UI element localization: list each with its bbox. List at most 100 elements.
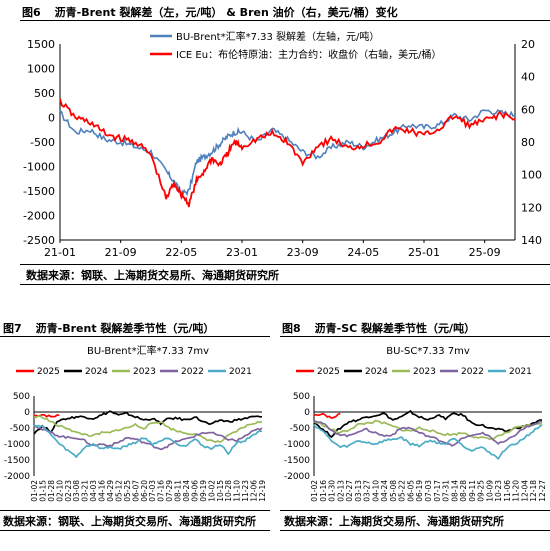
fig7-legend-label: 2021 [229,367,252,377]
fig7-title: 图7 沥青-Brent 裂解差季节性（元/吨） [3,320,214,336]
fig7-x-tick-label: 05-25 [123,480,132,502]
fig7-x-tick-label: 06-20 [140,480,149,502]
fig6-x-tick-label: 23-09 [287,246,319,259]
fig8-title-text: 沥青-SC 裂解差季节性（元/吨） [314,322,476,335]
fig8-y-tick-label: -1000 [284,440,310,450]
fig7-x-tick-label: 04-16 [98,480,107,502]
fig7-chart: BU-Brent*汇率*7.33 7mv 2025 2024 2023 2022 2021… [4,344,267,502]
fig6-right-tick-label: 140 [521,234,542,247]
fig8-x-tick-label: 01-16 [319,480,328,502]
fig8-legend-label: 2024 [365,367,388,377]
fig7-series-line [33,425,263,451]
fig6-number: 图6 [22,6,41,19]
fig7-x-tick-label: 02-10 [55,480,64,502]
fig7-y-tick-label: -1500 [4,456,30,466]
fig8-x-tick-label: 04-24 [380,480,389,502]
fig6-right-tick-label: 40 [521,71,535,84]
fig7-top-rule [0,336,270,337]
fig7-x-tick-label: 01-02 [30,480,39,502]
fig8-series-line [313,409,543,439]
fig7-legend-label: 2025 [37,367,60,377]
fig8-x-tick-label: 07-03 [424,480,433,502]
fig8-legend-label: 2023 [413,367,436,377]
fig7-x-tick-label: 01-15 [38,480,47,502]
fig7-x-tick-label: 09-06 [190,480,199,502]
fig6-left-tick-label: 0 [48,112,55,125]
fig6-x-tick-label: 23-01 [226,246,258,259]
fig8-number: 图8 [282,322,301,335]
fig7-x-tick-label: 06-07 [131,480,140,502]
fig6-right-tick-label: 120 [521,201,542,214]
fig7-x-tick-label: 12-19 [258,480,267,502]
fig7-y-tick-label: -1000 [4,440,30,450]
fig7-x-tick-label: 04-29 [106,480,115,502]
fig6-left-tick-label: 500 [34,87,55,100]
fig8-x-tick-label: 01-30 [328,480,337,502]
fig8-x-tick-label: 11-20 [512,480,521,502]
fig6-x-tick-label: 22-05 [165,246,197,259]
fig8-legend-label: 2022 [461,367,484,377]
fig7-series-line [33,415,263,444]
fig6-left-tick-label: -500 [30,136,55,149]
fig7-x-tick-label: 07-16 [157,480,166,502]
fig8-bottom-rule [280,530,550,531]
fig7-x-tick-label: 07-29 [165,480,174,502]
fig8-legend-label: 2021 [509,367,532,377]
fig7-source-rule [0,510,270,511]
fig7-legend-label: 2024 [85,367,108,377]
fig6-left-tick-label: -2000 [23,210,55,223]
fig7-x-tick-label: 05-12 [114,480,123,502]
fig8-x-tick-label: 09-11 [468,480,477,502]
fig8-x-tick-label: 03-13 [354,480,363,502]
fig6-x-tick-label: 24-05 [347,246,379,259]
fig7-y-tick-label: -500 [10,424,31,434]
fig8-top-rule [280,336,550,337]
fig7-x-tick-label: 03-21 [81,480,90,502]
fig7-x-tick-label: 08-11 [174,480,183,502]
fig8-source-rule [280,510,550,511]
fig7-x-tick-label: 10-28 [224,480,233,502]
fig8-legend-label: 2025 [317,367,340,377]
fig8-series-line [313,412,341,420]
fig8-x-tick-label: 12-04 [521,480,530,502]
fig8-x-tick-label: 07-31 [442,480,451,502]
fig6-right-tick-label: 100 [521,169,542,182]
fig7-x-tick-label: 11-10 [233,480,242,502]
fig6-title: 图6 沥青-Brent 裂解差（左，元/吨） & Bren 油价（右，美元/桶）变… [22,4,398,20]
fig8-x-tick-label: 05-22 [398,480,407,502]
fig7-y-tick-label: 0 [24,408,30,418]
fig6-left-tick-label: 1500 [27,38,55,51]
fig7-legend-label: 2022 [181,367,204,377]
fig6-source-rule [20,264,550,265]
fig7-x-tick-label: 11-23 [241,480,250,502]
fig7-y-tick-label: 500 [13,392,30,402]
fig6-right-tick-label: 80 [521,136,535,149]
fig7-x-tick-label: 03-08 [72,480,81,502]
fig8-series-line [313,419,543,441]
fig6-bottom-rule [20,284,550,285]
fig8-y-tick-label: -1500 [284,456,310,466]
fig8-chart: BU-SC*7.33 7mv 2025 2024 2023 2022 2021 500 0 -5… [284,346,547,502]
fig7-chart-title: BU-Brent*汇率*7.33 7mv [87,344,209,357]
fig8-x-tick-label: 03-27 [363,480,372,502]
fig6-left-tick-label: -1500 [23,185,55,198]
fig6-left-tick-label: -2500 [23,234,55,247]
fig7-x-tick-label: 12-06 [250,480,259,502]
fig8-x-tick-label: 11-06 [503,480,512,502]
fig7-x-tick-label: 10-15 [216,480,225,502]
fig6-x-tick-label: 25-09 [469,246,501,259]
fig6-legend-label: BU-Brent*汇率*7.33 裂解差（左轴，元/吨） [176,30,379,43]
fig7-x-tick-label: 07-03 [148,480,157,502]
fig8-source: 数据来源：上海期货交易所、海通期货研究所 [284,515,504,528]
fig6-title-text: 沥青-Brent 裂解差（左，元/吨） & Bren 油价（右，美元/桶）变化 [54,6,398,19]
fig8-series-line [313,424,543,461]
fig8-title: 图8 沥青-SC 裂解差季节性（元/吨） [282,320,475,336]
fig6-x-tick-label: 21-09 [105,246,137,259]
fig6-x-tick-label: 25-01 [408,246,440,259]
fig8-chart-title: BU-SC*7.33 7mv [386,346,470,357]
fig7-title-text: 沥青-Brent 裂解差季节性（元/吨） [35,322,215,335]
fig6-right-tick-label: 20 [521,38,535,51]
fig7-x-tick-label: 02-23 [64,480,73,502]
fig7-x-tick-label: 08-24 [182,480,191,502]
fig8-y-tick-label: -500 [290,424,311,434]
